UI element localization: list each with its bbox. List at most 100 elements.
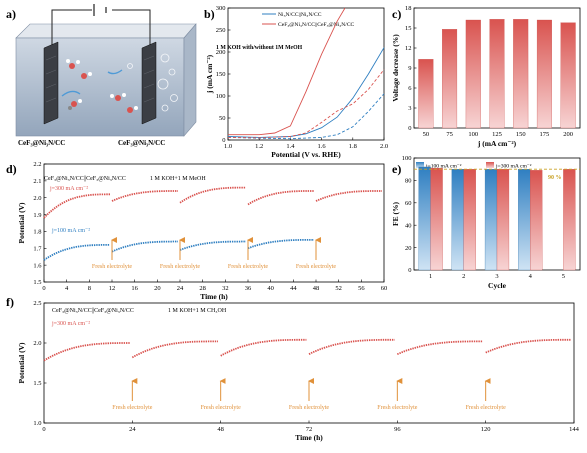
chart-f-fresh-electrolyte: Fresh electrolyte xyxy=(377,405,417,411)
chart-c-ytick-label: 6 xyxy=(408,85,412,92)
chart-e-ytick-label: 60 xyxy=(405,200,412,207)
chart-d-ytick-label: 1.9 xyxy=(33,212,41,219)
chart-f-xtick-label: 24 xyxy=(129,426,136,433)
chart-b-ytick-label: 0 xyxy=(222,137,225,144)
chart-c-ylabel: Voltage decrease (%) xyxy=(391,34,400,102)
chart-b-series-line xyxy=(227,69,385,139)
chart-e-xtick-label: 2 xyxy=(462,273,465,280)
chart-c-xtick-label: 125 xyxy=(492,131,502,138)
panel-label-e: e) xyxy=(392,162,401,176)
chart-d-xtick-label: 32 xyxy=(222,285,229,292)
chart-d-series-segment xyxy=(179,240,246,251)
chart-d-series-segment xyxy=(111,190,178,202)
chart-c-ytick-label: 0 xyxy=(408,125,411,132)
chart-c-ytick-label: 9 xyxy=(408,65,411,72)
chart-f-xtick-label: 48 xyxy=(217,426,224,433)
faradaic-efficiency-chart: j=100 mA cm⁻² j=300 mA cm⁻² 90 % 0 20 40 60… xyxy=(391,155,581,290)
chart-b-ytick-label: 150 xyxy=(216,71,226,78)
chart-c-ytick-label: 3 xyxy=(408,105,411,112)
chart-b-ytick-label: 100 xyxy=(216,93,226,100)
anode-label: CeF₃@Ni₃N/CC xyxy=(18,139,65,147)
chart-f-series-segment xyxy=(308,338,395,355)
chart-e-xtick-label: 1 xyxy=(429,273,432,280)
chart-d-frame xyxy=(43,163,385,283)
chart-c-xlabel: j (mA cm⁻²) xyxy=(477,139,517,148)
stability-chart-ch3oh: CeF₃@Ni₃N/CC||CeF₃@Ni₃N/CC 1 M KOH+1 M C… xyxy=(17,300,580,442)
chart-f-label-300: j=300 mA cm⁻² xyxy=(51,321,90,327)
chart-f-xtick-label: 120 xyxy=(481,426,491,433)
electrolyzer-schematic: CeF₃@Ni₃N/CC CeF₃@Ni₃N/CC xyxy=(15,4,197,147)
chart-b-xlabel: Potential (V vs. RHE) xyxy=(271,150,341,159)
chart-f-ytick-label: 2.0 xyxy=(33,340,41,347)
chart-d-series-segment xyxy=(179,186,246,204)
chart-d-xtick-label: 44 xyxy=(290,285,297,292)
stability-chart-methanol: CeF₃@Ni₃N/CC||CeF₃@Ni₃N/CC 1 M KOH+1 M M… xyxy=(17,161,387,301)
chart-c-xtick-label: 75 xyxy=(446,131,453,138)
chart-e-bar xyxy=(530,170,543,271)
chart-e-bar xyxy=(418,166,431,271)
panel-label-f: f) xyxy=(6,295,14,309)
chart-f-fresh-electrolyte: Fresh electrolyte xyxy=(201,405,241,411)
chart-d-ytick-label: 1.8 xyxy=(33,229,41,236)
chart-d-xtick-label: 60 xyxy=(381,285,388,292)
chart-e-ylabel: FE (%) xyxy=(391,202,400,226)
chart-c-xtick-label: 100 xyxy=(468,131,478,138)
chart-b-xtick-label: 1.8 xyxy=(349,143,357,150)
chart-e-legend-1: j=100 mA cm⁻² xyxy=(425,164,462,170)
chart-f-electrodes: CeF₃@Ni₃N/CC||CeF₃@Ni₃N/CC xyxy=(52,308,134,314)
chart-c-xtick-label: 150 xyxy=(516,131,526,138)
chart-e-annotation: 90 % xyxy=(548,175,562,181)
chart-d-label-300: j=300 mA cm⁻² xyxy=(49,186,88,192)
chart-c-xtick-label: 200 xyxy=(563,131,573,138)
chart-e-bar xyxy=(463,169,476,271)
cathode-electrode xyxy=(141,41,157,125)
chart-f-condition: 1 M KOH+1 M CH₃OH xyxy=(168,308,227,314)
chart-f-series-segment xyxy=(396,340,483,356)
chart-b-legend: Ni₃N/CC||Ni₃N/CC CeF₃@Ni₃N/CC||CeF₃@Ni₃N… xyxy=(262,12,355,28)
chart-e-ytick-label: 100 xyxy=(402,155,412,162)
chart-d-xtick-label: 36 xyxy=(245,285,252,292)
chart-d-xtick-label: 52 xyxy=(335,285,342,292)
chart-d-xtick-label: 8 xyxy=(88,285,91,292)
chart-e-bar xyxy=(451,169,464,271)
chart-b-legend-2: CeF₃@Ni₃N/CC||CeF₃@Ni₃N/CC xyxy=(278,22,355,28)
chart-b-condition: 1 M KOH with/without 1M MeOH xyxy=(216,45,303,51)
cathode-label: CeF₃@Ni₃N/CC xyxy=(118,139,165,147)
chart-e-ytick-label: 20 xyxy=(405,245,412,252)
chart-d-ylabel: Potential (V) xyxy=(17,202,26,244)
panel-label-a: a) xyxy=(6,7,16,21)
chart-d-series-segment xyxy=(247,239,314,250)
chart-b-xtick-label: 1.4 xyxy=(286,143,295,150)
chart-e-xlabel: Cycle xyxy=(488,281,507,290)
chart-b-xtick-label: 1.2 xyxy=(255,143,263,150)
chart-b-xtick-label: 2.0 xyxy=(380,143,388,150)
chart-d-fresh-electrolyte: Fresh electrolyte xyxy=(296,264,336,270)
chart-d-series-segment xyxy=(43,193,110,219)
chart-d-xtick-label: 48 xyxy=(313,285,320,292)
chart-c-xtick-label: 175 xyxy=(540,131,550,138)
chart-e-bar xyxy=(563,169,576,271)
chart-b-series-line xyxy=(228,7,346,136)
chart-f-fresh-electrolyte: Fresh electrolyte xyxy=(112,405,152,411)
chart-d-xtick-label: 20 xyxy=(154,285,161,292)
chart-f-series-segment xyxy=(220,338,307,357)
chart-d-label-100: j=100 mA cm⁻² xyxy=(51,228,90,234)
chart-f-xtick-label: 144 xyxy=(569,426,580,433)
chart-b-ytick-label: 250 xyxy=(216,27,226,34)
chart-d-xtick-label: 40 xyxy=(267,285,274,292)
chart-b-ytick-label: 200 xyxy=(216,49,226,56)
chart-c-bar xyxy=(465,19,481,129)
chart-f-ytick-label: 2.5 xyxy=(33,300,41,307)
chart-c-ytick-label: 12 xyxy=(405,45,412,52)
chart-d-series-segment xyxy=(315,190,382,202)
chart-c-ytick-label: 18 xyxy=(405,5,412,12)
chart-d-electrodes: CeF₃@Ni₃N/CC||CeF₃@Ni₃N/CC xyxy=(44,176,126,182)
chart-b-legend-1: Ni₃N/CC||Ni₃N/CC xyxy=(278,12,322,18)
panel-label-d: d) xyxy=(6,162,17,176)
chart-f-xtick-label: 72 xyxy=(306,426,313,433)
panel-label-b: b) xyxy=(204,7,215,21)
chart-d-series-segment xyxy=(43,244,110,261)
chart-d-ytick-label: 1.6 xyxy=(33,262,42,269)
polarization-curve-chart: 1 M KOH with/without 1M MeOH Ni₃N/CC||Ni… xyxy=(205,5,388,159)
chart-d-ytick-label: 2.2 xyxy=(33,161,41,168)
